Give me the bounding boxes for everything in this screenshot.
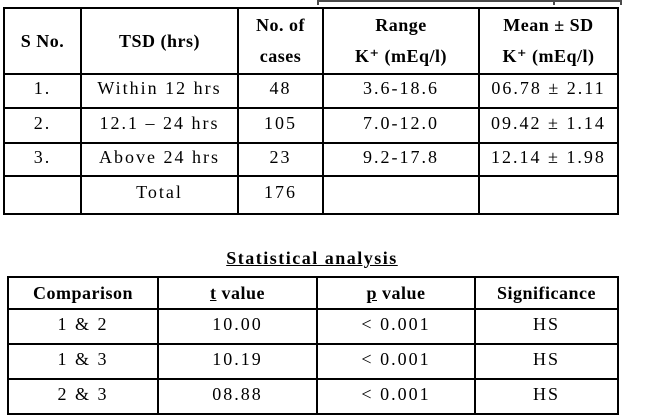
cell-p-value: < 0.001 <box>316 378 476 415</box>
header-cell-comparison: Comparison <box>7 276 159 310</box>
cropped-table-remnant-tick <box>620 0 622 5</box>
table-row: 3. Above 24 hrs 23 9.2-17.8 12.14 ± 1.98 <box>3 142 619 177</box>
cropped-table-remnant-tick <box>317 0 319 5</box>
header-cell-significance: Significance <box>474 276 619 310</box>
cell-significance: HS <box>474 308 619 345</box>
tsd-potassium-table: S No. TSD (hrs) No. of cases Range K⁺ (m… <box>3 7 619 215</box>
cell-mean-sd-k: 09.42 ± 1.14 <box>478 107 619 144</box>
cell-total-cases: 176 <box>237 175 324 215</box>
cell-t-value: 10.19 <box>157 343 318 380</box>
cell-no-of-cases: 23 <box>237 142 324 177</box>
table-total-row: Total 176 <box>3 175 619 215</box>
cell-comparison: 1 & 2 <box>7 308 159 345</box>
cell-comparison: 2 & 3 <box>7 378 159 415</box>
table-row: 2. 12.1 – 24 hrs 105 7.0-12.0 09.42 ± 1.… <box>3 107 619 144</box>
cell-s-no: 3. <box>3 142 82 177</box>
table-row: 1 & 2 10.00 < 0.001 HS <box>7 308 619 345</box>
cell-p-value: < 0.001 <box>316 343 476 380</box>
cell-mean-sd-k: 12.14 ± 1.98 <box>478 142 619 177</box>
cell-p-value: < 0.001 <box>316 308 476 345</box>
table-row: 1. Within 12 hrs 48 3.6-18.6 06.78 ± 2.1… <box>3 73 619 109</box>
cell-no-of-cases: 48 <box>237 73 324 109</box>
header-cell-range-k: Range K⁺ (mEq/l) <box>322 7 480 75</box>
cell-range-k: 7.0-12.0 <box>322 107 480 144</box>
header-cell-s-no: S No. <box>3 7 82 75</box>
table-row: 1 & 3 10.19 < 0.001 HS <box>7 343 619 380</box>
table-row: 2 & 3 08.88 < 0.001 HS <box>7 378 619 415</box>
cell-tsd: 12.1 – 24 hrs <box>80 107 239 144</box>
cell-significance: HS <box>474 378 619 415</box>
cell-significance: HS <box>474 343 619 380</box>
cropped-table-remnant-tick <box>553 0 555 5</box>
cell-mean-sd-k <box>478 175 619 215</box>
cell-s-no: 1. <box>3 73 82 109</box>
header-cell-t-value: t value <box>157 276 318 310</box>
header-cell-mean-sd-k: Mean ± SD K⁺ (mEq/l) <box>478 7 619 75</box>
header-cell-tsd: TSD (hrs) <box>80 7 239 75</box>
cell-t-value: 08.88 <box>157 378 318 415</box>
cell-s-no <box>3 175 82 215</box>
cell-t-value: 10.00 <box>157 308 318 345</box>
section-heading: Statistical analysis <box>226 248 398 268</box>
cell-comparison: 1 & 3 <box>7 343 159 380</box>
cell-range-k: 3.6-18.6 <box>322 73 480 109</box>
table-header-row: S No. TSD (hrs) No. of cases Range K⁺ (m… <box>3 7 619 75</box>
statistical-analysis-table: Comparison t value p value Significance … <box>7 276 619 415</box>
cell-range-k <box>322 175 480 215</box>
table-header-row: Comparison t value p value Significance <box>7 276 619 310</box>
cell-total-label: Total <box>80 175 239 215</box>
cell-mean-sd-k: 06.78 ± 2.11 <box>478 73 619 109</box>
header-cell-p-value: p value <box>316 276 476 310</box>
cell-s-no: 2. <box>3 107 82 144</box>
cell-no-of-cases: 105 <box>237 107 324 144</box>
cell-tsd: Above 24 hrs <box>80 142 239 177</box>
cropped-table-remnant-line <box>317 0 622 2</box>
cell-range-k: 9.2-17.8 <box>322 142 480 177</box>
header-cell-no-of-cases: No. of cases <box>237 7 324 75</box>
cell-tsd: Within 12 hrs <box>80 73 239 109</box>
